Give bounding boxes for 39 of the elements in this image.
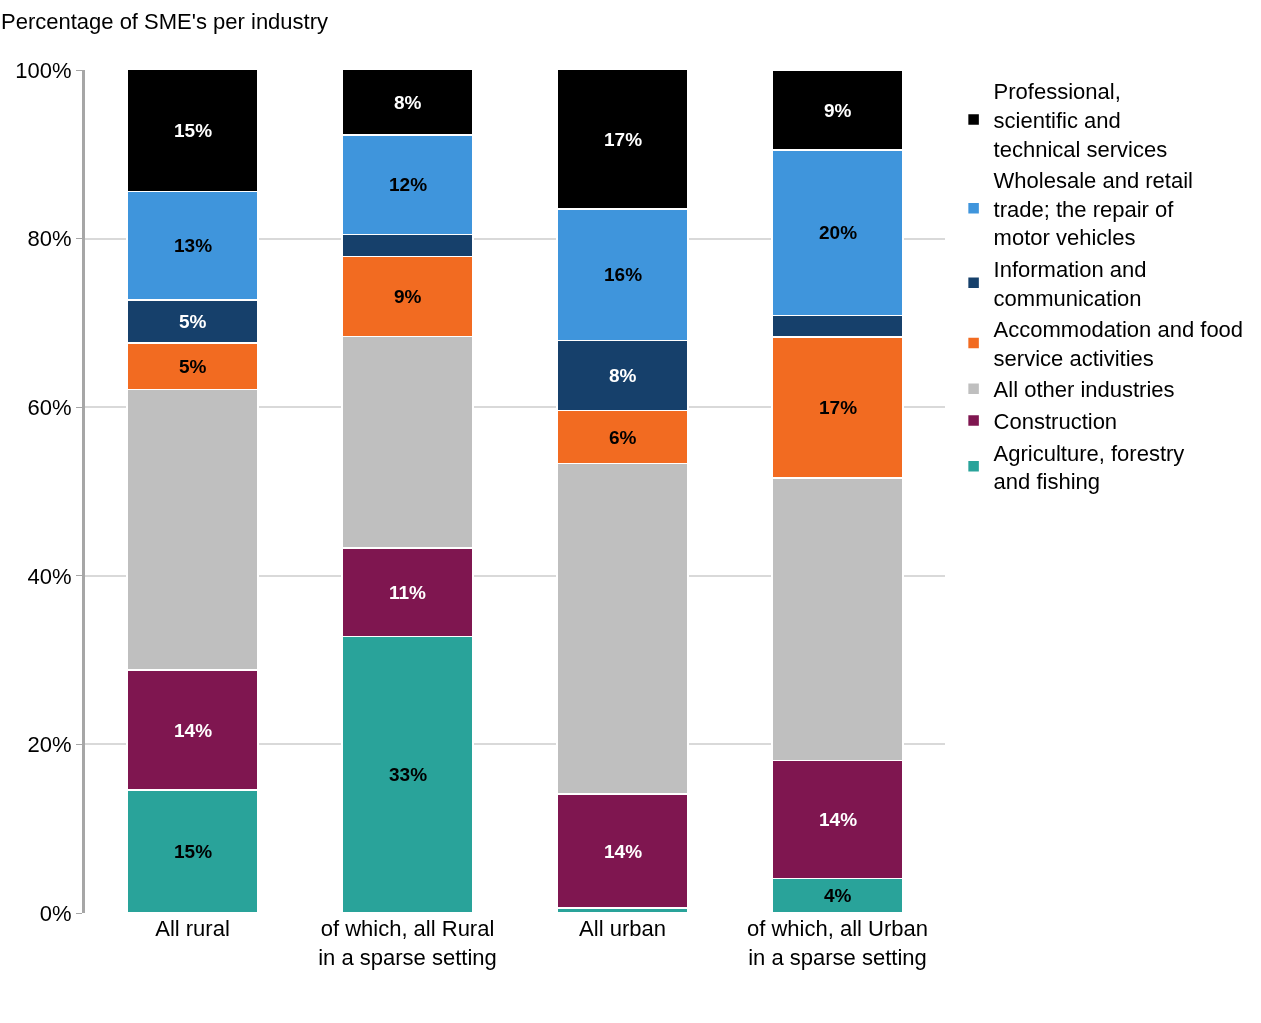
data-label: 4% (824, 885, 852, 906)
legend-label: Information and communication (993, 256, 1147, 311)
y-tick-label: 80% (27, 226, 72, 252)
data-label: 20% (819, 222, 858, 243)
x-tick-label: All rural (155, 916, 230, 941)
y-tick-label: 60% (27, 394, 72, 420)
y-axis-title: Percentage of SME's per industry (1, 9, 329, 34)
data-label: 14% (174, 720, 213, 741)
data-label: 9% (394, 286, 422, 307)
data-label: 12% (389, 174, 428, 195)
data-label: 16% (604, 264, 643, 285)
y-tick-label: 100% (15, 57, 72, 83)
data-label: 5% (179, 311, 207, 332)
data-label: 14% (819, 809, 858, 830)
x-tick-label: of which, all Rural in a sparse setting (318, 916, 497, 970)
legend-label: All other industries (993, 377, 1175, 403)
data-label: 15% (174, 841, 213, 862)
legend-label: Wholesale and retail trade; the repair of motor vehicles (993, 168, 1193, 251)
data-label: 17% (604, 129, 643, 150)
data-label: 14% (604, 841, 643, 862)
legend-label: Agriculture, forestry and fishing (993, 440, 1185, 495)
data-label: 9% (824, 100, 852, 121)
data-label: 8% (394, 92, 422, 113)
legend-label: Accommodation and food service activities (993, 317, 1244, 371)
data-label: 33% (389, 764, 428, 785)
data-label: 17% (819, 397, 858, 418)
data-label: 13% (174, 235, 213, 256)
x-tick-label: of which, all Urban in a sparse setting (747, 916, 928, 970)
data-label: 15% (174, 120, 213, 141)
legend-label: Construction (993, 408, 1118, 434)
data-label: 8% (609, 365, 637, 386)
y-tick-label: 0% (39, 900, 72, 926)
legend-label: Professional, scientific and technical services (993, 79, 1168, 162)
data-label: 11% (389, 582, 427, 603)
data-label: 6% (609, 427, 637, 448)
y-tick-label: 20% (27, 732, 72, 758)
y-tick-label: 40% (27, 563, 72, 589)
data-label: 5% (179, 356, 207, 377)
x-tick-label: All urban (579, 916, 666, 941)
